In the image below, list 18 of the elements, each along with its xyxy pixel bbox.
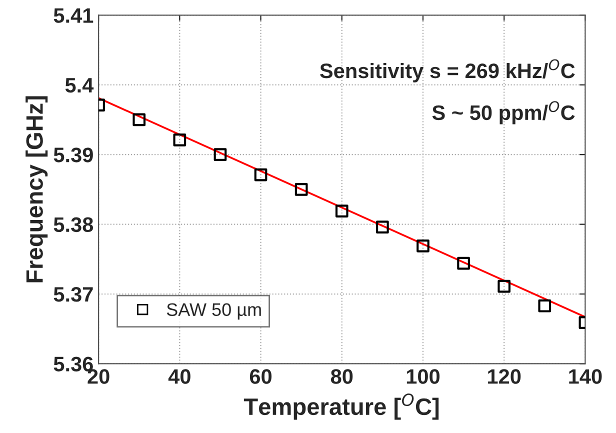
x-tick-label: 60 [250,369,272,384]
x-tick-label: 20 [88,369,110,384]
y-tick-label: 5.36 [54,356,93,372]
y-tick-label: 5.39 [54,148,93,162]
x-tick-label: 140 [569,369,602,384]
y-tick-label: 5.41 [54,8,94,23]
x-tick-label: 100 [406,369,440,384]
x-tick-label: 120 [488,369,521,384]
annotation: S ~ 50 ppm/$^{O}$C [432,101,575,124]
annotation: Sensitivity s = 269 kHz/$^{O}$C [320,59,575,82]
legend-label: SAW 50 µm [166,303,261,320]
y-axis-title: Frequency [GHz] [26,96,48,282]
y-tick-label: 5.38 [54,217,94,232]
x-tick-label: 80 [330,369,353,384]
x-axis-title: Temperature [$^{O}$C] [244,394,439,420]
y-tick-label: 5.37 [54,287,93,302]
y-tick-label: 5.4 [65,78,94,93]
x-tick-label: 40 [168,369,190,384]
